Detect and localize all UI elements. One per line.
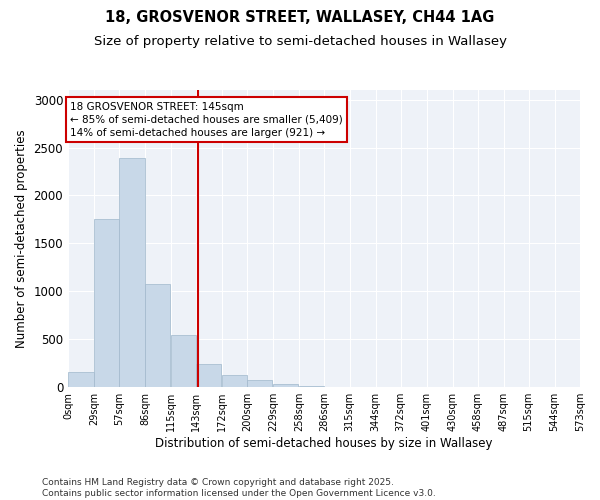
Bar [299,386,324,387]
Text: 18, GROSVENOR STREET, WALLASEY, CH44 1AG: 18, GROSVENOR STREET, WALLASEY, CH44 1AG [106,10,494,25]
Bar [171,336,196,387]
Bar [196,364,221,387]
Text: Contains HM Land Registry data © Crown copyright and database right 2025.
Contai: Contains HM Land Registry data © Crown c… [42,478,436,498]
X-axis label: Distribution of semi-detached houses by size in Wallasey: Distribution of semi-detached houses by … [155,437,493,450]
Bar [94,220,119,387]
Text: 18 GROSVENOR STREET: 145sqm
← 85% of semi-detached houses are smaller (5,409)
14: 18 GROSVENOR STREET: 145sqm ← 85% of sem… [70,102,343,138]
Text: Size of property relative to semi-detached houses in Wallasey: Size of property relative to semi-detach… [94,35,506,48]
Bar [222,374,247,387]
Bar [145,284,170,387]
Bar [247,380,272,387]
Bar [273,384,298,387]
Y-axis label: Number of semi-detached properties: Number of semi-detached properties [15,130,28,348]
Bar [68,372,94,387]
Bar [119,158,145,387]
